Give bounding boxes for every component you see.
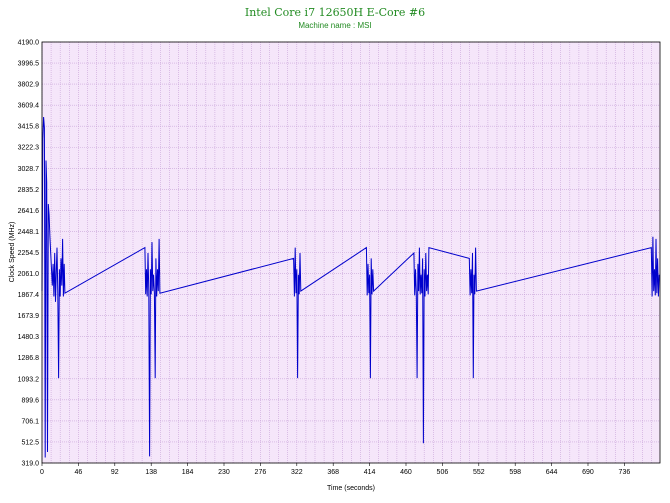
x-ticks: 0 46 92 138 184 230 276 322 368 414 460 506 552 598 64…	[40, 463, 630, 476]
x-tick-label: 322	[291, 469, 303, 476]
y-tick-label: 2061.0	[18, 271, 40, 278]
y-axis-label: Clock Speed (MHz)	[9, 222, 16, 283]
y-tick-label: 512.5	[21, 439, 39, 446]
y-tick-label: 706.1	[21, 418, 39, 425]
x-tick-label: 506	[437, 469, 449, 476]
x-axis-label: Time (seconds)	[327, 485, 375, 492]
y-tick-label: 2835.2	[18, 187, 40, 194]
y-tick-label: 3996.5	[18, 61, 40, 68]
x-tick-label: 736	[619, 469, 631, 476]
y-tick-label: 2641.6	[18, 208, 40, 215]
y-tick-label: 1480.3	[18, 334, 40, 341]
x-tick-label: 0	[40, 469, 44, 476]
y-tick-label: 4190.0	[18, 40, 40, 47]
chart-subtitle: Machine name : MSI	[298, 21, 371, 30]
y-tick-label: 2254.5	[18, 250, 40, 257]
x-tick-label: 230	[218, 469, 230, 476]
grid	[41, 41, 660, 464]
x-tick-label: 598	[509, 469, 521, 476]
x-tick-label: 368	[327, 469, 339, 476]
x-tick-label: 644	[546, 469, 558, 476]
x-tick-label: 46	[75, 469, 83, 476]
y-tick-label: 1286.8	[18, 355, 40, 362]
y-tick-label: 1673.9	[18, 313, 40, 320]
x-tick-label: 552	[473, 469, 485, 476]
y-tick-label: 3222.3	[18, 145, 40, 152]
series-line	[41, 116, 660, 458]
x-tick-label: 184	[182, 469, 194, 476]
y-tick-label: 3609.4	[18, 103, 40, 110]
y-tick-label: 899.6	[21, 397, 39, 404]
x-tick-label: 690	[582, 469, 594, 476]
plot-border	[41, 41, 661, 464]
x-tick-label: 138	[145, 469, 157, 476]
y-tick-label: 3028.7	[18, 166, 40, 173]
x-tick-label: 92	[111, 469, 119, 476]
y-tick-label: 1867.4	[18, 292, 40, 299]
x-tick-label: 460	[400, 469, 412, 476]
x-tick-label: 414	[364, 469, 376, 476]
y-tick-label: 3415.8	[18, 124, 40, 131]
y-tick-label: 1093.2	[18, 376, 40, 383]
y-ticks: 4190.0 3996.5 3802.9 3609.4 3415.8 3222.3 3028…	[18, 40, 40, 468]
x-tick-label: 276	[255, 469, 267, 476]
y-tick-label: 319.0	[21, 461, 39, 468]
y-tick-label: 2448.1	[18, 229, 40, 236]
y-tick-label: 3802.9	[18, 82, 40, 89]
chart-title: Intel Core i7 12650H E-Core #6	[245, 6, 425, 19]
